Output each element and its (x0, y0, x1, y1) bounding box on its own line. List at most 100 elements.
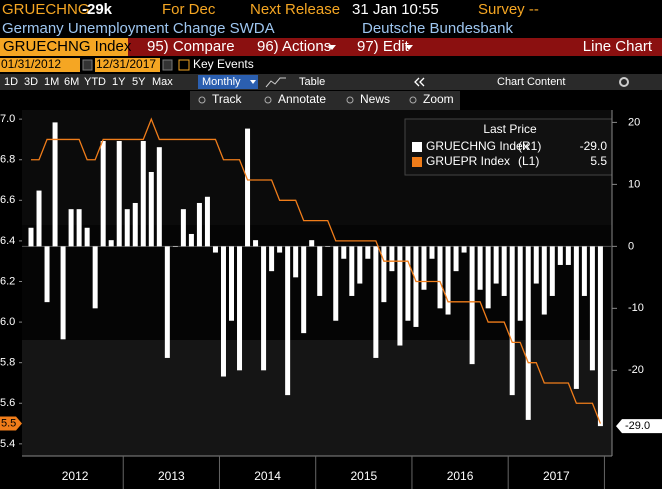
calendar-icon[interactable] (82, 59, 93, 71)
bar (477, 246, 483, 290)
bar (445, 246, 451, 315)
tool-button[interactable]: Track (212, 92, 243, 106)
table-button[interactable]: Table (299, 76, 325, 88)
bar (76, 209, 82, 247)
bar (285, 246, 291, 396)
legend-name: GRUECHNG Index (426, 139, 529, 153)
last-flag-label: 5.5 (1, 417, 16, 429)
bar (172, 246, 178, 247)
bar (333, 246, 339, 321)
bar (413, 246, 419, 327)
bar (132, 202, 138, 247)
bar (28, 227, 34, 247)
bar (188, 233, 194, 247)
tool-button[interactable]: Zoom (423, 92, 454, 106)
bar (517, 246, 523, 321)
tool-buttons: Track Annotate News Zoom (198, 92, 454, 106)
bar (124, 209, 130, 247)
bar (525, 246, 531, 420)
chart-content-button[interactable]: Chart Content (497, 76, 565, 88)
key-events[interactable]: Key Events (193, 57, 254, 71)
start-date-box[interactable] (0, 58, 80, 72)
period-bar (0, 74, 662, 90)
bar (589, 246, 595, 371)
security[interactable]: GRUECHNG Index (3, 38, 132, 55)
bar (196, 202, 202, 247)
bar (164, 246, 170, 358)
bar (373, 246, 379, 358)
bar (44, 246, 50, 303)
bar (501, 246, 507, 296)
source: Deutsche Bundesbank (362, 20, 513, 37)
bar (469, 246, 475, 365)
legend-swatch (412, 157, 422, 167)
bar (108, 240, 114, 247)
last-flag (616, 419, 662, 434)
bar (309, 240, 315, 247)
collapse-icon[interactable] (414, 77, 425, 87)
y2-tick-label: -10 (628, 302, 644, 314)
bar (549, 246, 555, 296)
bar (397, 246, 403, 346)
bar (68, 209, 74, 247)
bar (60, 246, 66, 340)
end-date[interactable]: 12/31/2017 (96, 57, 156, 71)
legend-value: 5.5 (590, 154, 607, 168)
legend-title: Last Price (483, 122, 537, 136)
bar (429, 246, 435, 259)
period-button[interactable]: 5Y (132, 76, 146, 88)
bar (237, 246, 243, 371)
bar (180, 209, 186, 247)
y-tick-label: 5.8 (0, 357, 15, 369)
period-button[interactable]: 6M (64, 76, 79, 88)
bar (573, 246, 579, 389)
dropdown-arrow (250, 80, 256, 84)
legend-value: -29.0 (580, 139, 608, 153)
bar (349, 246, 355, 296)
period-button[interactable]: 1D (4, 76, 18, 88)
period-button[interactable]: 1Y (112, 76, 126, 88)
key-events-checkbox[interactable] (178, 59, 190, 71)
security-box[interactable] (0, 38, 128, 56)
bar (405, 246, 411, 321)
y-tick-label: 6.0 (0, 316, 15, 328)
bar (381, 246, 387, 303)
bar (204, 196, 210, 247)
next-release: Next Release (250, 1, 340, 18)
tool-button[interactable]: News (360, 92, 390, 106)
period-button[interactable]: 3D (24, 76, 38, 88)
bar (461, 246, 467, 253)
settings-icon[interactable] (619, 77, 629, 87)
frequency[interactable]: Monthly (202, 76, 241, 88)
edit-button[interactable]: 97) Edit (357, 38, 410, 55)
frequency-box[interactable] (198, 75, 258, 89)
bar (269, 246, 275, 272)
legend (404, 118, 613, 176)
calendar-icon[interactable] (162, 59, 173, 71)
bar (597, 246, 603, 427)
chart-icon[interactable] (265, 77, 286, 88)
period-button[interactable]: 1M (44, 76, 59, 88)
bar (156, 147, 162, 247)
tool-button[interactable]: Annotate (278, 92, 326, 106)
bar (212, 246, 218, 253)
bar (365, 246, 371, 259)
last-value: -29k (82, 1, 113, 18)
bar (325, 246, 331, 247)
bar (541, 246, 547, 315)
view-name: Line Chart (583, 38, 653, 55)
bar (220, 246, 226, 377)
description: Germany Unemployment Change SWDA (2, 20, 275, 37)
compare-button[interactable]: 95) Compare (147, 38, 235, 55)
start-date[interactable]: 01/31/2012 (1, 57, 61, 71)
legend-axis: (L1) (518, 154, 539, 168)
end-date-box[interactable] (95, 58, 160, 72)
actions-button[interactable]: 96) Actions (257, 38, 331, 55)
bar (100, 140, 106, 247)
x-tick-label: 2013 (158, 469, 185, 483)
bar (389, 246, 395, 272)
period-button[interactable]: Max (152, 76, 173, 88)
period-button[interactable]: YTD (84, 76, 106, 88)
x-tick-label: 2014 (254, 469, 281, 483)
